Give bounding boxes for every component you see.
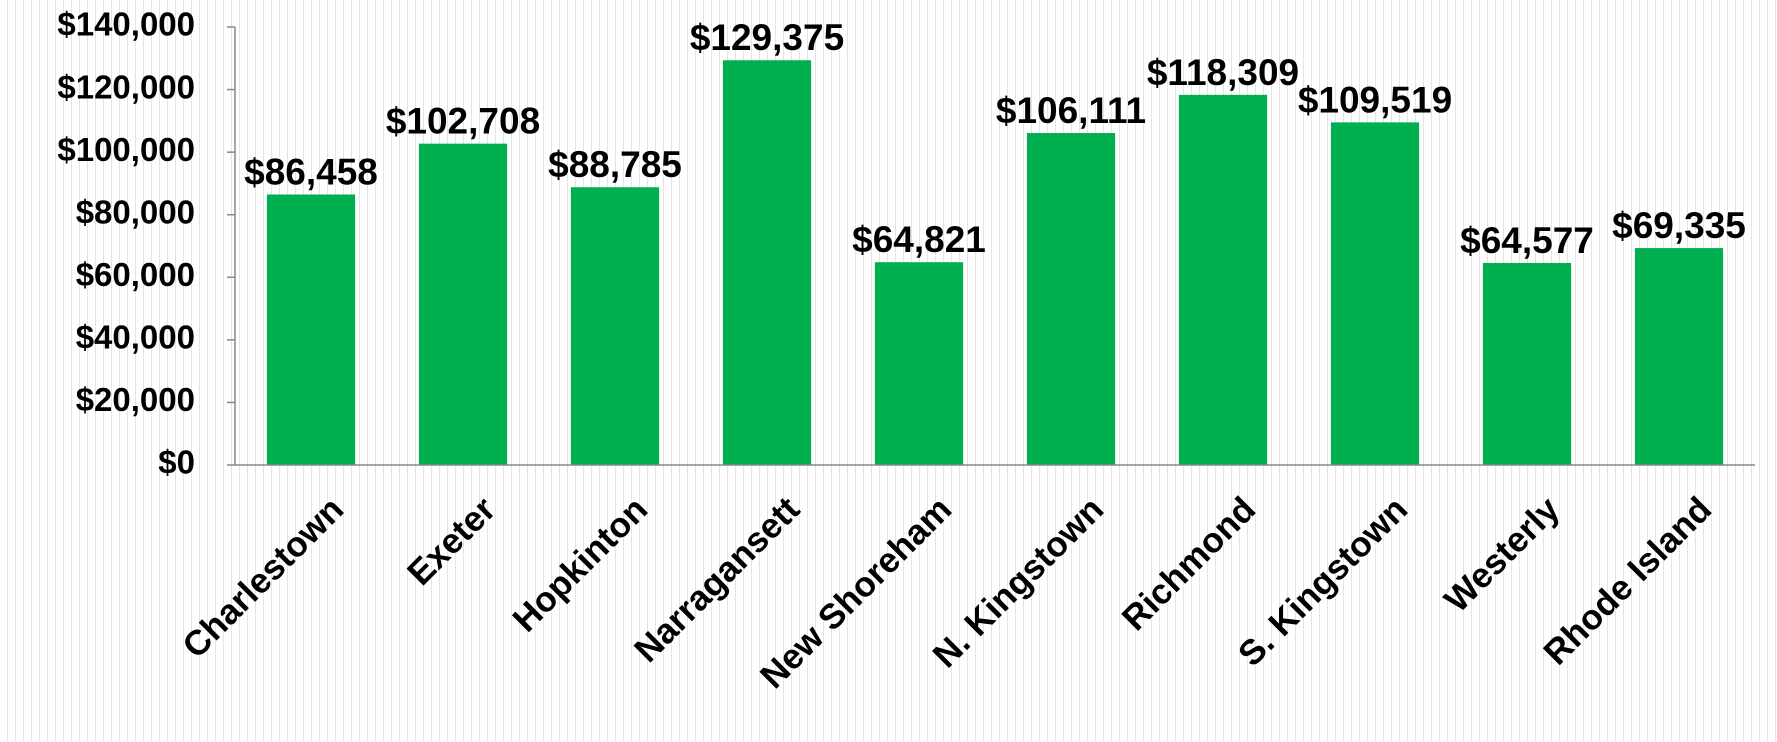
value-label: $129,375 [690,17,844,58]
value-label: $86,458 [244,152,378,193]
y-tick-label: $20,000 [76,381,195,418]
y-tick-label: $140,000 [57,6,195,43]
bar [1178,94,1268,465]
value-label: $106,111 [996,90,1146,131]
value-label: $102,708 [386,101,540,142]
y-tick-label: $120,000 [57,68,195,105]
bar [874,262,964,465]
x-tick-label: Westerly [1437,489,1568,620]
x-tick-label: Charlestown [175,490,351,666]
y-tick-label: $40,000 [76,319,195,356]
x-tick-label: Hopkinton [505,490,655,640]
bar [418,143,508,465]
bar [1330,122,1420,465]
bar [722,60,812,466]
value-label: $118,309 [1147,52,1299,93]
value-label: $69,335 [1612,205,1746,246]
value-label: $109,519 [1298,79,1452,120]
bar [1482,262,1572,465]
value-label: $64,577 [1460,220,1594,261]
y-tick-label: $100,000 [57,131,195,168]
bar [570,187,660,465]
bar [1634,248,1724,465]
y-tick-label: $60,000 [76,256,195,293]
value-label: $64,821 [852,219,986,260]
bar [266,194,356,466]
bar [1026,133,1116,465]
x-tick-label: Exeter [400,489,504,593]
x-tick-label: Richmond [1115,490,1264,639]
y-tick-label: $80,000 [76,193,195,230]
value-label: $88,785 [548,144,682,185]
y-tick-label: $0 [158,444,195,481]
